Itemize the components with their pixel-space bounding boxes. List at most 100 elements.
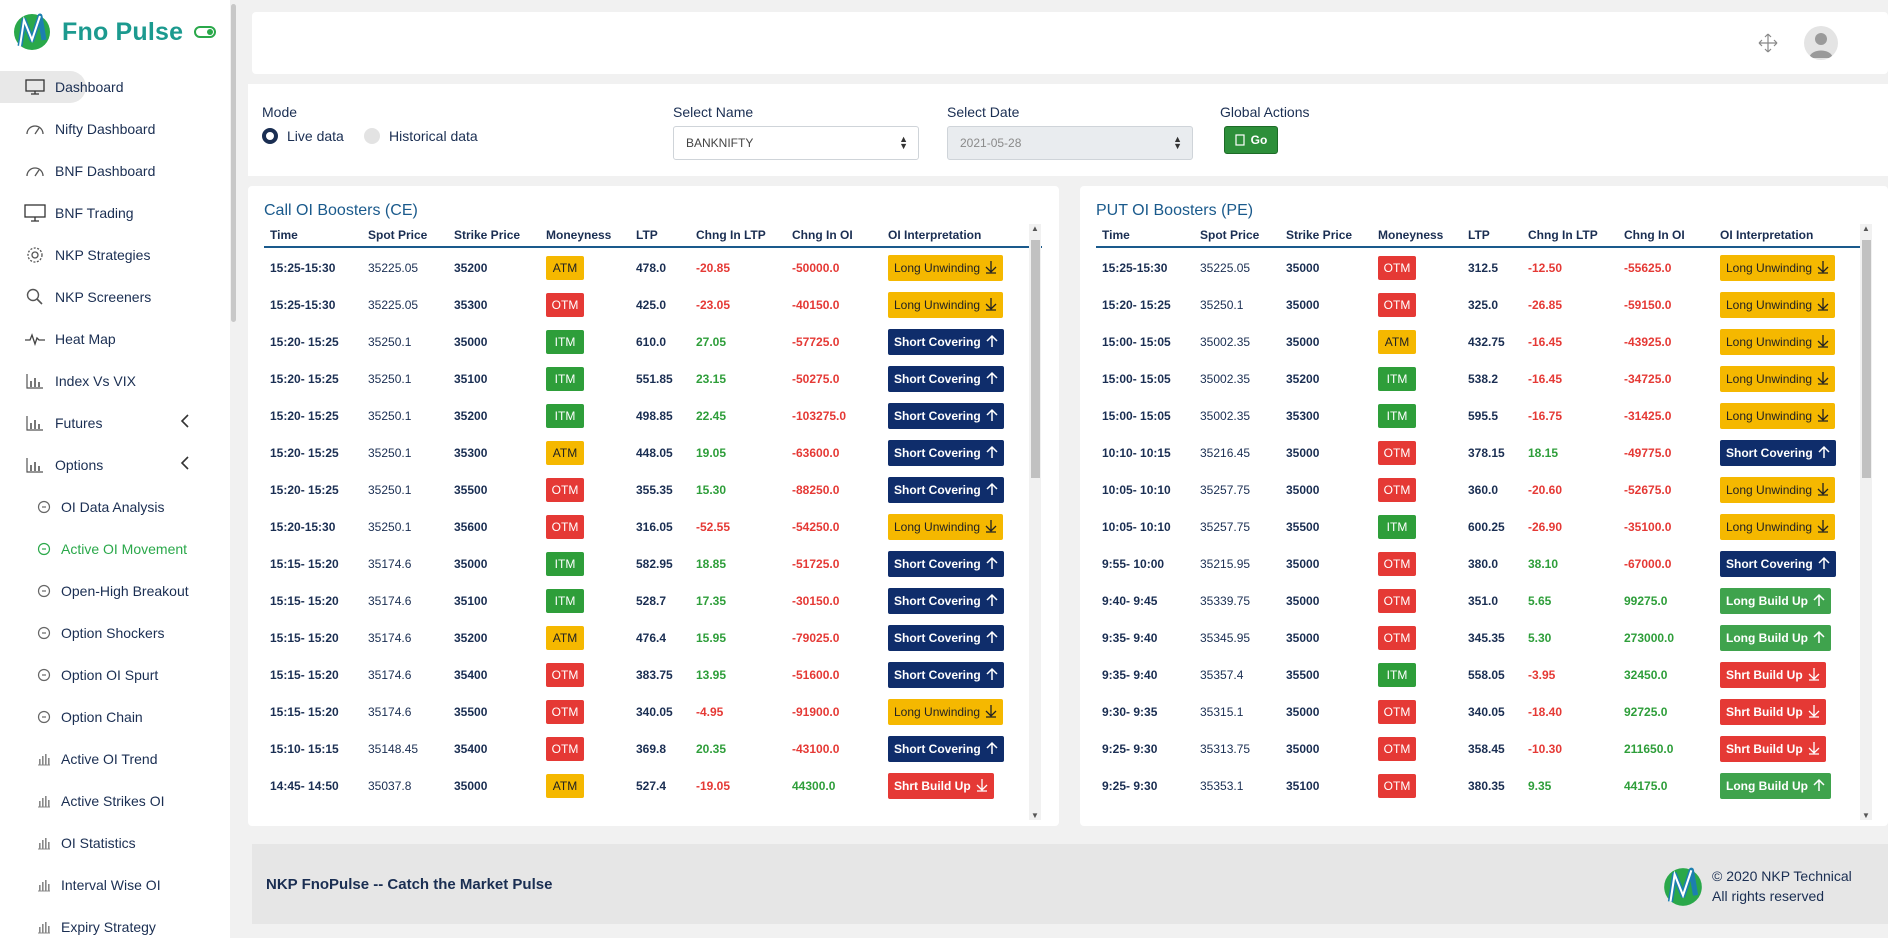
sidebar-subitem-oi-data-analysis[interactable]: OI Data Analysis [0, 486, 230, 528]
historical-data-radio[interactable]: Historical data [364, 128, 478, 144]
table-row[interactable]: 15:25-15:30 35225.05 35200 ATM 478.0 -20.85 -5… [264, 250, 1042, 287]
interpretation-badge[interactable]: Shrt Build Up [1720, 699, 1826, 725]
interpretation-badge[interactable]: Long Unwinding [1720, 477, 1836, 503]
interpretation-badge[interactable]: Short Covering [888, 366, 1004, 392]
sidebar-item-futures[interactable]: Futures [0, 402, 230, 444]
column-header[interactable]: Chng In OI [1624, 228, 1685, 242]
interpretation-badge[interactable]: Shrt Build Up [1720, 662, 1826, 688]
table-row[interactable]: 15:15- 15:20 35174.6 35200 ATM 476.4 15.95 -79… [264, 620, 1042, 657]
column-header[interactable]: Strike Price [454, 228, 521, 242]
interpretation-badge[interactable]: Short Covering [888, 588, 1004, 614]
table-row[interactable]: 15:15- 15:20 35174.6 35500 OTM 340.05 -4.95 -9… [264, 694, 1042, 731]
interpretation-badge[interactable]: Short Covering [888, 403, 1004, 429]
interpretation-badge[interactable]: Long Build Up [1720, 588, 1831, 614]
table-row[interactable]: 9:40- 9:45 35339.75 35000 OTM 351.0 5.65 99275… [1096, 583, 1872, 620]
table-row[interactable]: 15:25-15:30 35225.05 35300 OTM 425.0 -23.05 -4… [264, 287, 1042, 324]
sidebar-subitem-open-high-breakout[interactable]: Open-High Breakout [0, 570, 230, 612]
table-row[interactable]: 15:25-15:30 35225.05 35000 OTM 312.5 -12.50 -5… [1096, 250, 1872, 287]
table-row[interactable]: 15:15- 15:20 35174.6 35000 ITM 582.95 18.85 -5… [264, 546, 1042, 583]
table-row[interactable]: 15:20- 15:25 35250.1 35100 ITM 551.85 23.15 -5… [264, 361, 1042, 398]
table-row[interactable]: 10:10- 10:15 35216.45 35000 OTM 378.15 18.15 -… [1096, 435, 1872, 472]
interpretation-badge[interactable]: Long Unwinding [888, 255, 1004, 281]
sidebar-subitem-option-oi-spurt[interactable]: Option OI Spurt [0, 654, 230, 696]
table-row[interactable]: 9:55- 10:00 35215.95 35000 OTM 380.0 38.10 -67… [1096, 546, 1872, 583]
scroll-up-icon[interactable]: ▲ [1031, 224, 1039, 233]
interpretation-badge[interactable]: Long Unwinding [888, 292, 1004, 318]
sidebar-item-heat-map[interactable]: Heat Map [0, 318, 230, 360]
column-header[interactable]: OI Interpretation [1720, 228, 1814, 242]
column-header[interactable]: Chng In OI [792, 228, 853, 242]
sidebar-subitem-interval-wise-oi[interactable]: Interval Wise OI [0, 864, 230, 906]
interpretation-badge[interactable]: Long Unwinding [1720, 366, 1836, 392]
column-header[interactable]: Chng In LTP [1528, 228, 1598, 242]
interpretation-badge[interactable]: Long Build Up [1720, 625, 1831, 651]
interpretation-badge[interactable]: Short Covering [888, 625, 1004, 651]
column-header[interactable]: Time [270, 228, 298, 242]
brand[interactable]: Fno Pulse [10, 10, 183, 54]
interpretation-badge[interactable]: Shrt Build Up [888, 773, 994, 799]
table-row[interactable]: 9:35- 9:40 35345.95 35000 OTM 345.35 5.30 2730… [1096, 620, 1872, 657]
sidebar-scrollbar[interactable] [230, 0, 238, 938]
table-row[interactable]: 9:35- 9:40 35357.4 35500 ITM 558.05 -3.95 3245… [1096, 657, 1872, 694]
table-row[interactable]: 9:25- 9:30 35353.1 35100 OTM 380.35 9.35 44175… [1096, 768, 1872, 805]
table-row[interactable]: 15:00- 15:05 35002.35 35300 ITM 595.5 -16.75 -… [1096, 398, 1872, 435]
interpretation-badge[interactable]: Long Build Up [1720, 773, 1831, 799]
interpretation-badge[interactable]: Long Unwinding [888, 514, 1004, 540]
date-select[interactable]: 2021-05-28 ▲ ▼ [947, 126, 1193, 160]
sidebar-item-nkp-screeners[interactable]: NKP Screeners [0, 276, 230, 318]
table-row[interactable]: 15:15- 15:20 35174.6 35400 OTM 383.75 13.95 -5… [264, 657, 1042, 694]
interpretation-badge[interactable]: Long Unwinding [1720, 329, 1836, 355]
sidebar-item-options[interactable]: Options [0, 444, 230, 486]
scroll-down-icon[interactable]: ▼ [1862, 811, 1870, 820]
sidebar-subitem-oi-statistics[interactable]: OI Statistics [0, 822, 230, 864]
put-table-scrollbar[interactable]: ▲ ▼ [1860, 224, 1872, 820]
table-row[interactable]: 15:20- 15:25 35250.1 35000 ITM 610.0 27.05 -57… [264, 324, 1042, 361]
column-header[interactable]: Chng In LTP [696, 228, 766, 242]
sidebar-subitem-option-chain[interactable]: Option Chain [0, 696, 230, 738]
call-table-scrollbar[interactable]: ▲ ▼ [1029, 224, 1041, 820]
avatar[interactable] [1804, 26, 1838, 60]
column-header[interactable]: Spot Price [368, 228, 428, 242]
sidebar-subitem-active-oi-trend[interactable]: Active OI Trend [0, 738, 230, 780]
scrollbar-thumb[interactable] [1862, 240, 1871, 478]
sidebar-subitem-active-strikes-oi[interactable]: Active Strikes OI [0, 780, 230, 822]
table-row[interactable]: 15:00- 15:05 35002.35 35200 ITM 538.2 -16.45 -… [1096, 361, 1872, 398]
go-button[interactable]: Go [1224, 126, 1278, 154]
sidebar-item-bnf-trading[interactable]: BNF Trading [0, 192, 230, 234]
table-row[interactable]: 10:05- 10:10 35257.75 35500 ITM 600.25 -26.90… [1096, 509, 1872, 546]
table-row[interactable]: 15:00- 15:05 35002.35 35000 ATM 432.75 -16.45… [1096, 324, 1872, 361]
theme-toggle[interactable] [194, 26, 216, 38]
interpretation-badge[interactable]: Short Covering [888, 662, 1004, 688]
scrollbar-thumb[interactable] [231, 4, 236, 322]
table-row[interactable]: 15:15- 15:20 35174.6 35100 ITM 528.7 17.35 -30… [264, 583, 1042, 620]
interpretation-badge[interactable]: Short Covering [888, 551, 1004, 577]
fullscreen-icon[interactable] [1758, 33, 1778, 53]
interpretation-badge[interactable]: Short Covering [888, 736, 1004, 762]
name-select[interactable]: BANKNIFTY ▲ ▼ [673, 126, 919, 160]
scroll-down-icon[interactable]: ▼ [1031, 811, 1039, 820]
column-header[interactable]: Moneyness [1378, 228, 1444, 242]
table-row[interactable]: 15:20- 15:25 35250.1 35200 ITM 498.85 22.45 -1… [264, 398, 1042, 435]
column-header[interactable]: Time [1102, 228, 1130, 242]
column-header[interactable]: Strike Price [1286, 228, 1353, 242]
interpretation-badge[interactable]: Short Covering [1720, 440, 1836, 466]
table-row[interactable]: 15:20- 15:25 35250.1 35000 OTM 325.0 -26.85 -5… [1096, 287, 1872, 324]
table-row[interactable]: 15:20- 15:25 35250.1 35300 ATM 448.05 19.05 -6… [264, 435, 1042, 472]
interpretation-badge[interactable]: Short Covering [888, 477, 1004, 503]
sidebar-item-bnf-dashboard[interactable]: BNF Dashboard [0, 150, 230, 192]
table-row[interactable]: 14:45- 14:50 35037.8 35000 ATM 527.4 -19.05 44… [264, 768, 1042, 805]
sidebar-subitem-expiry-strategy[interactable]: Expiry Strategy [0, 906, 230, 938]
sidebar-item-dashboard[interactable]: Dashboard [0, 66, 230, 108]
scrollbar-thumb[interactable] [1031, 240, 1040, 478]
live-data-radio[interactable]: Live data [262, 128, 344, 144]
interpretation-badge[interactable]: Short Covering [888, 440, 1004, 466]
interpretation-badge[interactable]: Long Unwinding [1720, 403, 1836, 429]
column-header[interactable]: LTP [636, 228, 658, 242]
table-row[interactable]: 10:05- 10:10 35257.75 35000 OTM 360.0 -20.60 -… [1096, 472, 1872, 509]
interpretation-badge[interactable]: Shrt Build Up [1720, 736, 1826, 762]
sidebar-item-index-vs-vix[interactable]: Index Vs VIX [0, 360, 230, 402]
interpretation-badge[interactable]: Long Unwinding [1720, 292, 1836, 318]
sidebar-subitem-active-oi-movement[interactable]: Active OI Movement [0, 528, 230, 570]
interpretation-badge[interactable]: Short Covering [1720, 551, 1836, 577]
interpretation-badge[interactable]: Long Unwinding [1720, 514, 1836, 540]
